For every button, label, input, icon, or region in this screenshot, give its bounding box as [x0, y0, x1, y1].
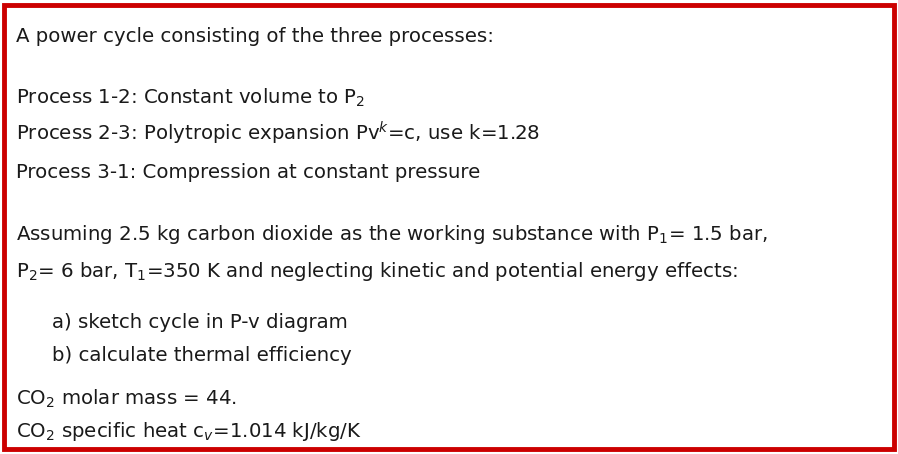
Text: A power cycle consisting of the three processes:: A power cycle consisting of the three pr…: [16, 27, 494, 46]
Text: Process 3-1: Compression at constant pressure: Process 3-1: Compression at constant pre…: [16, 163, 480, 182]
Text: b) calculate thermal efficiency: b) calculate thermal efficiency: [52, 346, 352, 365]
Text: a) sketch cycle in P-v diagram: a) sketch cycle in P-v diagram: [52, 313, 348, 332]
Text: Assuming 2.5 kg carbon dioxide as the working substance with P$_1$= 1.5 bar,: Assuming 2.5 kg carbon dioxide as the wo…: [16, 223, 768, 246]
Text: CO$_2$ specific heat c$_v$=1.014 kJ/kg/K: CO$_2$ specific heat c$_v$=1.014 kJ/kg/K: [16, 420, 362, 443]
Text: CO$_2$ molar mass = 44.: CO$_2$ molar mass = 44.: [16, 388, 237, 410]
Text: P$_2$= 6 bar, T$_1$=350 K and neglecting kinetic and potential energy effects:: P$_2$= 6 bar, T$_1$=350 K and neglecting…: [16, 260, 738, 283]
Text: Process 1-2: Constant volume to P$_2$: Process 1-2: Constant volume to P$_2$: [16, 87, 365, 109]
Text: Process 2-3: Polytropic expansion Pv$^k$=c, use k=1.28: Process 2-3: Polytropic expansion Pv$^k$…: [16, 120, 541, 147]
